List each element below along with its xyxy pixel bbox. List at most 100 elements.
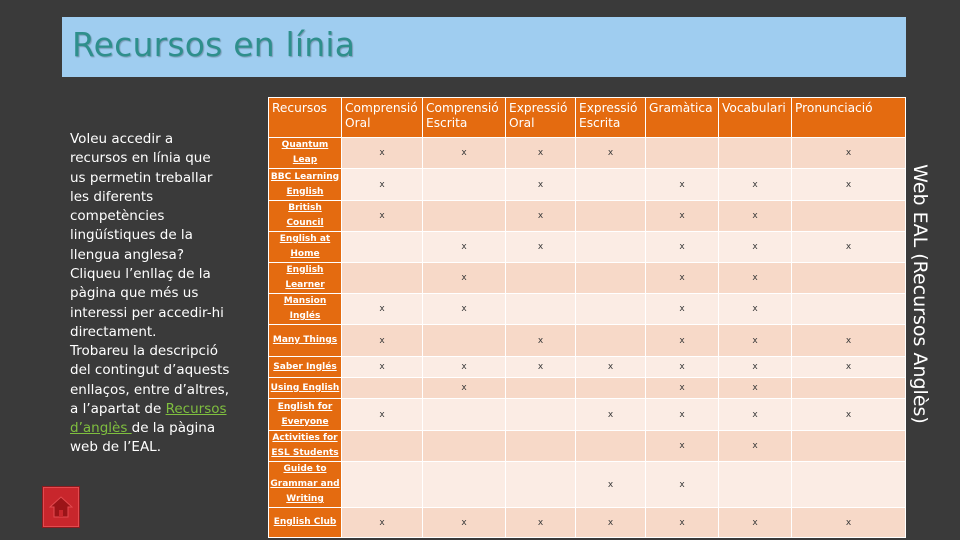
skill-mark: x <box>607 479 614 490</box>
skill-mark-cell: x <box>718 231 792 263</box>
skill-mark-cell <box>718 137 792 169</box>
skill-mark: x <box>679 211 685 221</box>
skill-mark: x <box>537 211 544 221</box>
skill-mark-cell: x <box>422 507 506 538</box>
skill-mark-cell <box>505 262 576 294</box>
skill-mark-cell: x <box>645 231 719 263</box>
skill-mark: x <box>752 304 758 314</box>
resource-name-cell: English Club <box>268 507 342 538</box>
home-button[interactable] <box>42 486 80 528</box>
resource-link[interactable]: English Learner <box>285 265 325 290</box>
resource-name-cell: Guide to Grammar and Writing <box>268 461 342 508</box>
column-header: Pronunciació <box>791 97 906 138</box>
skill-mark-cell: x <box>422 137 506 169</box>
resource-link[interactable]: BBC Learning English <box>270 171 340 197</box>
skill-mark-cell: x <box>575 507 646 538</box>
skill-mark-cell: x <box>341 356 423 378</box>
skill-mark-cell <box>505 377 576 399</box>
resource-link[interactable]: Using English <box>270 382 340 393</box>
skill-mark: x <box>845 242 852 252</box>
column-header: Expressió Escrita <box>575 97 646 138</box>
skill-mark-cell <box>791 200 906 232</box>
table-row: English Club x x x x x x x <box>268 507 906 538</box>
skill-mark-cell: x <box>341 507 423 538</box>
skill-mark-cell <box>422 168 506 201</box>
table-header-row: Recursos Comprensió Oral Comprensió Escrit… <box>268 97 906 138</box>
column-header: Comprensió Oral <box>341 97 423 138</box>
skill-mark-cell: x <box>505 231 576 263</box>
skill-mark-cell: x <box>422 262 506 294</box>
skill-mark-cell <box>645 137 719 169</box>
column-header: Comprensió Escrita <box>422 97 506 138</box>
resource-name-cell: Saber Inglés <box>268 356 342 378</box>
skill-mark: x <box>752 362 758 372</box>
skill-mark: x <box>752 273 758 283</box>
table-row: British Council x x x x <box>268 200 906 232</box>
skill-mark-cell <box>422 430 506 462</box>
resource-link[interactable]: English for Everyone <box>277 401 333 427</box>
skill-mark-cell <box>791 262 906 294</box>
resource-link[interactable]: Guide to Grammar and Writing <box>270 464 340 504</box>
skill-mark-cell <box>341 377 423 399</box>
column-header: Expressió Oral <box>505 97 576 138</box>
skill-mark-cell <box>505 461 576 508</box>
skill-mark-cell: x <box>645 377 719 399</box>
table-row: English Learner x x x <box>268 262 906 294</box>
skill-mark: x <box>537 148 544 158</box>
skill-mark-cell <box>791 293 906 325</box>
skill-mark-cell <box>422 461 506 508</box>
skill-mark-cell: x <box>645 507 719 538</box>
resource-link[interactable]: Saber Inglés <box>273 361 337 372</box>
skill-mark-cell: x <box>645 398 719 431</box>
skill-mark: x <box>461 383 467 393</box>
resource-name-cell: BBC Learning English <box>268 168 342 201</box>
skill-mark: x <box>845 335 852 346</box>
resource-link[interactable]: Quantum Leap <box>281 140 329 165</box>
skill-mark-cell: x <box>718 262 792 294</box>
skill-mark-cell: x <box>718 324 792 357</box>
skill-mark: x <box>752 409 758 420</box>
skill-mark: x <box>679 441 685 451</box>
skill-mark-cell: x <box>718 377 792 399</box>
skill-mark: x <box>679 273 685 283</box>
resource-name-cell: Many Things <box>268 324 342 357</box>
skill-mark-cell: x <box>575 398 646 431</box>
resource-link[interactable]: English Club <box>273 517 337 527</box>
skill-mark-cell: x <box>575 356 646 378</box>
skill-mark: x <box>679 479 685 490</box>
resource-link[interactable]: English at Home <box>279 234 331 259</box>
resource-name-cell: English at Home <box>268 231 342 263</box>
resource-link[interactable]: Activities for ESL Students <box>271 433 339 458</box>
resource-name-cell: Mansion Inglés <box>268 293 342 325</box>
skill-mark-cell: x <box>791 324 906 357</box>
skill-mark-cell: x <box>575 461 646 508</box>
skill-mark-cell: x <box>791 507 906 538</box>
resource-link[interactable]: Many Things <box>272 335 338 345</box>
recursos-angles-link[interactable]: Recursos d’anglès <box>70 400 227 437</box>
resource-link[interactable]: Mansion Inglés <box>283 296 327 321</box>
skill-mark-cell: x <box>341 137 423 169</box>
skill-mark: x <box>607 362 614 372</box>
skill-mark-cell <box>505 430 576 462</box>
skill-mark-cell: x <box>422 356 506 378</box>
table-row: Guide to Grammar and Writing x x <box>268 461 906 508</box>
skill-mark: x <box>752 441 758 451</box>
skill-mark: x <box>379 517 385 528</box>
skill-mark-cell: x <box>341 324 423 357</box>
skill-mark-cell: x <box>422 231 506 263</box>
resource-link[interactable]: British Council <box>286 203 324 228</box>
skill-mark-cell <box>575 430 646 462</box>
skill-mark: x <box>845 148 852 158</box>
skill-mark-cell: x <box>791 168 906 201</box>
skill-mark: x <box>537 362 544 372</box>
side-label-text: Web EAL (Recursos Anglès) <box>909 164 931 424</box>
skill-mark-cell: x <box>718 200 792 232</box>
description-text-after: de la pàgina web de l’EAL. <box>70 420 216 456</box>
home-icon <box>49 496 73 518</box>
skill-mark-cell: x <box>791 231 906 263</box>
skill-mark: x <box>752 335 758 346</box>
skill-mark-cell <box>575 231 646 263</box>
skill-mark-cell: x <box>645 356 719 378</box>
skill-mark: x <box>461 242 467 252</box>
skill-mark: x <box>537 179 544 190</box>
